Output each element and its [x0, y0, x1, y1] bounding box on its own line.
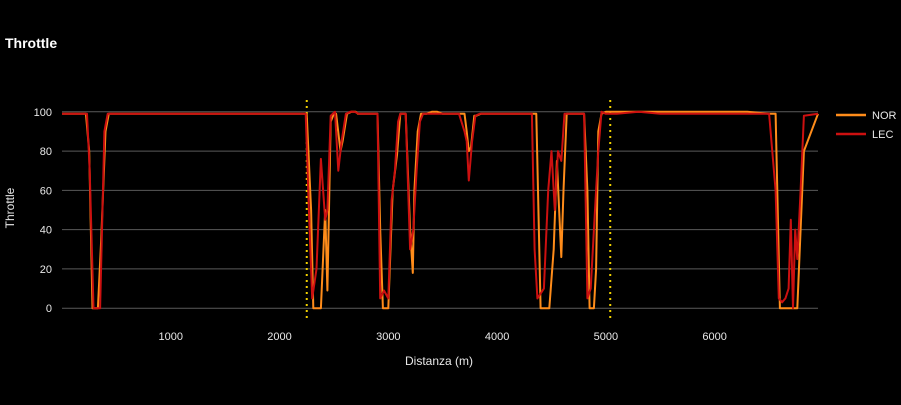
- y-tick-label: 100: [34, 107, 52, 119]
- x-axis-label: Distanza (m): [405, 354, 473, 368]
- y-axis-label: Throttle: [3, 187, 17, 228]
- series-lines: [62, 110, 819, 310]
- legend: NOR LEC: [836, 110, 897, 141]
- series-line-lec: [62, 110, 819, 310]
- x-tick-label: 5000: [594, 331, 618, 343]
- legend-label-lec: LEC: [872, 129, 893, 141]
- x-tick-label: 1000: [159, 331, 183, 343]
- series-line-nor: [62, 110, 819, 310]
- y-tick-label: 80: [40, 146, 52, 158]
- axes: 0 20 40 60 80 100 1000 2000 3000 4000 5000 6000: [34, 107, 727, 343]
- y-tick-label: 0: [46, 303, 52, 315]
- y-tick-label: 40: [40, 225, 52, 237]
- grid-lines: [62, 111, 818, 309]
- reference-lines: [305, 100, 612, 320]
- x-tick-label: 4000: [485, 331, 509, 343]
- x-tick-label: 2000: [267, 331, 291, 343]
- y-tick-label: 20: [40, 264, 52, 276]
- legend-label-nor: NOR: [872, 110, 897, 122]
- x-tick-label: 3000: [376, 331, 400, 343]
- y-tick-label: 60: [40, 185, 52, 197]
- x-tick-label: 6000: [702, 331, 726, 343]
- chart-title: Throttle: [5, 35, 58, 51]
